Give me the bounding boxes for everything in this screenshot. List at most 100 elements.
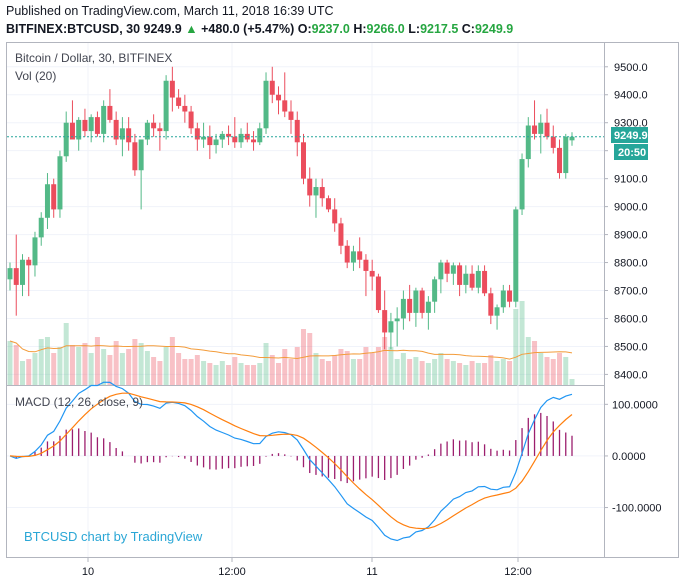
volume-bar [344, 351, 350, 385]
volume-bar [338, 349, 344, 385]
macd-axis-tick: 100.0000 [612, 399, 658, 411]
volume-bar [544, 357, 550, 385]
candle [319, 178, 325, 207]
volume-bar [32, 353, 38, 385]
volume-bar [188, 359, 194, 385]
candle [94, 111, 100, 137]
candle [288, 100, 294, 134]
last-price-badge-label: 9249.9 [614, 130, 648, 142]
volume-bar [69, 345, 75, 385]
candle [57, 150, 63, 218]
macd-legend: MACD (12, 26, close, 9) [15, 395, 143, 409]
volume-bar [550, 359, 556, 385]
volume-bar [13, 345, 19, 385]
volume-bar [201, 361, 207, 385]
candle [357, 237, 363, 269]
volume-bar [269, 355, 275, 385]
volume-bar [232, 357, 238, 385]
candle [375, 273, 381, 313]
candle [126, 117, 132, 151]
candle [350, 245, 356, 271]
volume-bar [7, 341, 13, 385]
candle [69, 100, 75, 140]
last-price: 9249.9 [143, 22, 182, 36]
price-axis-tick: 9000.0 [614, 202, 648, 214]
volume-bar [532, 341, 538, 385]
candle [475, 265, 481, 294]
volume-bar [176, 353, 182, 385]
volume-bar [332, 355, 338, 385]
candle [207, 125, 213, 160]
candle [450, 262, 456, 285]
volume-bar [375, 347, 381, 385]
volume-bar [488, 355, 494, 385]
volume-bar [263, 343, 269, 385]
candle [438, 259, 444, 294]
candle [32, 231, 38, 277]
volume-bar [538, 353, 544, 385]
candle [257, 122, 263, 146]
candle [76, 117, 82, 151]
candle [13, 234, 19, 316]
candle [344, 240, 350, 269]
volume-bar [157, 361, 163, 385]
volume-bar [519, 301, 525, 385]
candle [269, 66, 275, 104]
candle [138, 139, 144, 210]
volume-bar [57, 347, 63, 385]
symbol-label[interactable]: BITFINEX:BTCUSD, 30 [6, 22, 141, 36]
close-label: C: [461, 22, 475, 36]
volume-bar [132, 339, 138, 385]
candle [201, 122, 207, 148]
volume-bar [419, 361, 425, 385]
price-pane[interactable] [6, 42, 605, 386]
candle [251, 131, 257, 151]
candle [276, 86, 282, 115]
candle [482, 265, 488, 297]
ohlc-status-bar: BITFINEX:BTCUSD, 30 9249.9 ▲ +480.0 (+5.… [6, 22, 513, 36]
candle [144, 119, 150, 146]
volume-bar [101, 349, 107, 385]
volume-bar [219, 361, 225, 385]
candle [538, 114, 544, 154]
candle [338, 217, 344, 255]
candle [151, 114, 157, 137]
candle [82, 108, 88, 137]
volume-bar [138, 343, 144, 385]
candle [307, 167, 313, 207]
close-value: 9249.9 [474, 22, 514, 36]
volume-bar [276, 363, 282, 385]
volume-bar [82, 343, 88, 385]
volume-bar [182, 359, 188, 385]
volume-bar [388, 347, 394, 385]
volume-bar [294, 347, 300, 385]
candle [88, 114, 94, 143]
price-axis-tick: 8900.0 [614, 230, 648, 242]
tradingview-watermark: BTCUSD chart by TradingView [24, 529, 203, 544]
volume-bar [38, 339, 44, 385]
candle [525, 117, 531, 168]
candle [107, 89, 113, 123]
candle [382, 290, 388, 350]
volume-bar [444, 359, 450, 385]
volume-bar [251, 365, 257, 385]
price-axis-tick: 8500.0 [614, 341, 648, 353]
macd-pane[interactable] [6, 385, 605, 558]
volume-bar [94, 337, 100, 385]
candle [419, 287, 425, 319]
candle [232, 117, 238, 148]
volume-bar [525, 337, 531, 385]
candle [494, 304, 500, 330]
price-axis-tick: 9300.0 [614, 118, 648, 130]
candle [413, 287, 419, 327]
volume-bar [257, 363, 263, 385]
chart-canvas[interactable]: 9500.09400.09300.09200.09100.09000.08900… [0, 42, 679, 585]
candle [101, 100, 107, 143]
candle [19, 254, 25, 297]
volume-bar [144, 351, 150, 385]
volume-bar [88, 353, 94, 385]
low-label: L: [408, 22, 421, 36]
price-axis-tick: 8400.0 [614, 369, 648, 381]
volume-legend: Vol (20) [15, 69, 56, 83]
candle [282, 72, 288, 118]
